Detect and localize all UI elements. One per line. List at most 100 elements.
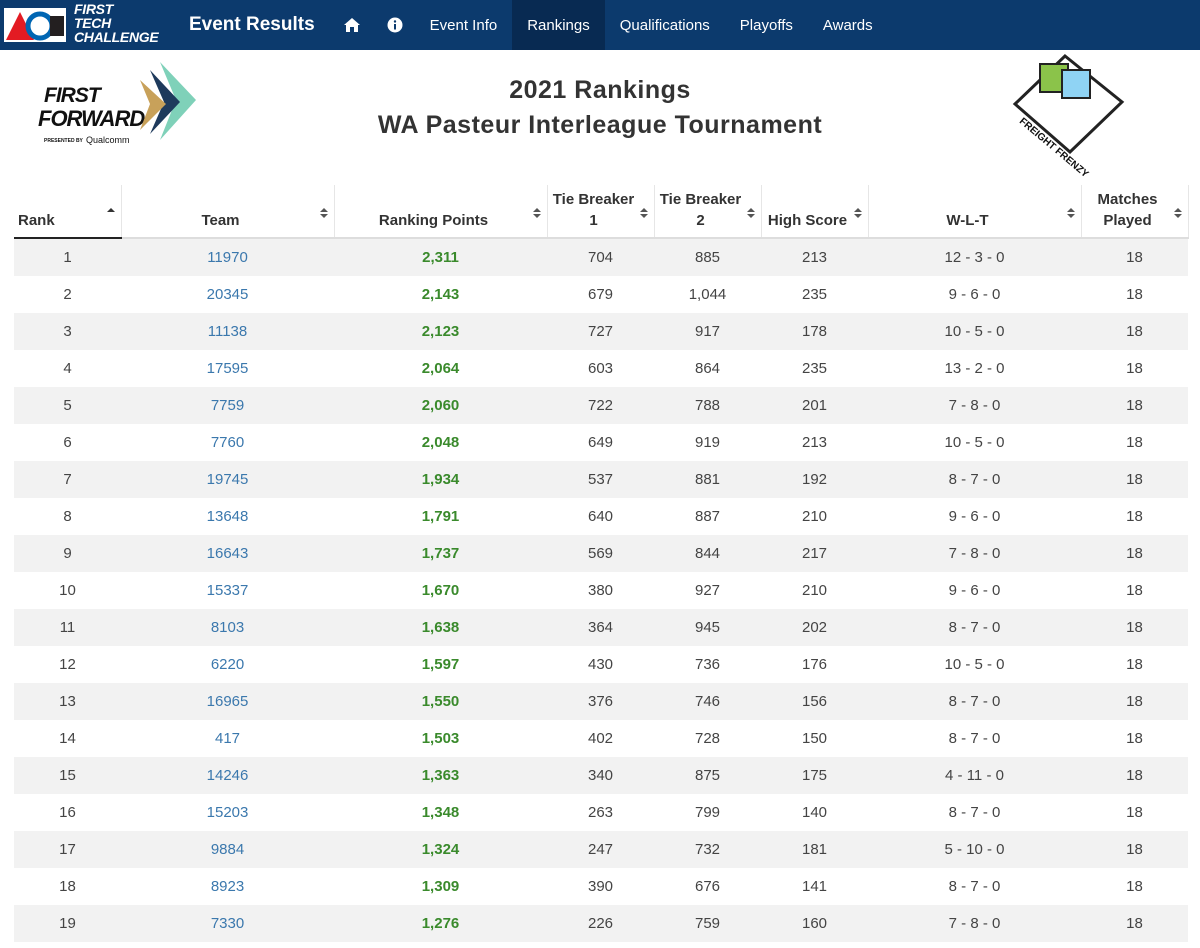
cell-tb2: 788	[694, 397, 721, 414]
cell-hs: 235	[801, 360, 828, 377]
column-header-text: High Score	[767, 212, 848, 229]
table-row: 19 7330 1,276 226 759 160 7 - 8 - 0 18	[14, 905, 1188, 942]
cell-tb2: 887	[694, 508, 721, 525]
cell-team[interactable]: 7759	[210, 397, 245, 414]
cell-wlt: 8 - 7 - 0	[948, 471, 1001, 488]
table-row: 18 8923 1,309 390 676 141 8 - 7 - 0 18	[14, 868, 1188, 905]
column-header[interactable]: Tie Breaker 2	[654, 185, 762, 239]
cell-hs: 160	[801, 915, 828, 932]
sort-up	[746, 208, 755, 212]
column-header-text: Rank	[18, 212, 55, 229]
cell-wlt: 10 - 5 - 0	[944, 323, 1005, 340]
home-glyph	[343, 18, 360, 32]
sort-up	[853, 208, 862, 212]
nav-item[interactable]: Rankings	[512, 0, 605, 50]
column-header[interactable]: Team	[121, 185, 335, 239]
column-header[interactable]: High Score	[761, 185, 869, 239]
cell-team[interactable]: 11138	[207, 323, 248, 340]
cell-team[interactable]: 15203	[206, 804, 249, 821]
cell-rank: 11	[59, 619, 76, 636]
table-row: 8 13648 1,791 640 887 210 9 - 6 - 0 18	[14, 498, 1188, 535]
cell-tb2: 1,044	[688, 286, 727, 303]
cell-rp: 2,064	[421, 360, 460, 377]
cell-team[interactable]: 11970	[207, 249, 248, 266]
cell-team[interactable]: 17595	[206, 360, 249, 377]
cell-tb1: 640	[587, 508, 614, 525]
column-header[interactable]: Tie Breaker 1	[547, 185, 655, 239]
cell-rank: 17	[59, 841, 76, 858]
column-header[interactable]: Ranking Points	[334, 185, 548, 239]
cell-team[interactable]: 9884	[210, 841, 245, 858]
cell-wlt: 8 - 7 - 0	[948, 693, 1001, 710]
table-row: 12 6220 1,597 430 736 176 10 - 5 - 0 18	[14, 646, 1188, 683]
cell-hs: 210	[801, 508, 828, 525]
sort-icon	[853, 208, 862, 218]
ftc-logo[interactable]: FIRST TECH CHALLENGE	[0, 0, 175, 50]
app-title[interactable]: Event Results	[189, 14, 315, 35]
cell-team[interactable]: 7330	[210, 915, 245, 932]
logo-line1: FIRST	[44, 84, 101, 107]
emblem-gold	[140, 80, 166, 130]
cell-team[interactable]: 7760	[210, 434, 245, 451]
cell-rank: 19	[59, 915, 76, 932]
table-row: 4 17595 2,064 603 864 235 13 - 2 - 0 18	[14, 350, 1188, 387]
home-icon[interactable]	[329, 0, 375, 50]
freight-frenzy-logo: FREIGHT FRENZY	[1010, 54, 1125, 180]
cell-rank: 16	[59, 804, 76, 821]
cell-team[interactable]: 8923	[210, 878, 245, 895]
cell-tb2: 885	[694, 249, 721, 266]
cell-wlt: 9 - 6 - 0	[948, 286, 1001, 303]
nav-item[interactable]: Qualifications	[619, 16, 710, 34]
column-header[interactable]: W-L-T	[868, 185, 1082, 239]
cell-team[interactable]: 20345	[206, 286, 249, 303]
nav-item[interactable]: Playoffs	[739, 16, 793, 34]
cell-rp: 2,060	[421, 397, 460, 414]
sort-down	[639, 214, 648, 218]
cell-team[interactable]: 6220	[210, 656, 245, 673]
table-row: 16 15203 1,348 263 799 140 8 - 7 - 0 18	[14, 794, 1188, 831]
cell-team[interactable]: 19745	[206, 471, 249, 488]
cell-hs: 235	[801, 286, 828, 303]
ftc-logo-mark	[4, 8, 66, 42]
table-row: 2 20345 2,143 679 1,044 235 9 - 6 - 0 18	[14, 276, 1188, 313]
nav-item[interactable]: Event Info	[429, 16, 498, 34]
cell-hs: 156	[801, 693, 828, 710]
logo-line: CHALLENGE	[74, 29, 159, 45]
cell-tb2: 759	[694, 915, 721, 932]
cell-team[interactable]: 13648	[206, 508, 249, 525]
cell-rp: 1,309	[421, 878, 460, 895]
cell-rank: 3	[63, 323, 72, 340]
cell-tb1: 704	[587, 249, 614, 266]
nav-item[interactable]: Awards	[822, 16, 873, 34]
table-body: 1 11970 2,311 704 885 213 12 - 3 - 0 18 2 20345 2,…	[14, 238, 1188, 942]
cell-hs: 175	[801, 767, 828, 784]
sort-up	[532, 208, 541, 212]
cell-team[interactable]: 16965	[206, 693, 249, 710]
info-icon[interactable]	[375, 0, 415, 50]
column-header[interactable]: Rank	[14, 185, 122, 239]
cell-team[interactable]: 14246	[206, 767, 249, 784]
cell-mp: 18	[1126, 360, 1143, 377]
cell-mp: 18	[1126, 582, 1143, 599]
cell-team[interactable]: 8103	[210, 619, 245, 636]
cell-tb1: 376	[587, 693, 614, 710]
sort-up	[1173, 208, 1182, 212]
sort-icon	[746, 208, 755, 218]
cell-rp: 1,791	[421, 508, 460, 525]
cell-wlt: 8 - 7 - 0	[948, 878, 1001, 895]
sort-icon	[639, 208, 648, 218]
info-dot	[393, 20, 396, 23]
sort-down	[1173, 214, 1182, 218]
cell-mp: 18	[1126, 619, 1143, 636]
column-header[interactable]: Matches Played	[1081, 185, 1189, 239]
cell-tb1: 390	[587, 878, 614, 895]
cell-rank: 10	[59, 582, 76, 599]
cell-team[interactable]: 16643	[206, 545, 249, 562]
table-row: 10 15337 1,670 380 927 210 9 - 6 - 0 18	[14, 572, 1188, 609]
cell-team[interactable]: 417	[214, 730, 241, 747]
cell-wlt: 8 - 7 - 0	[948, 730, 1001, 747]
cell-rp: 1,934	[421, 471, 460, 488]
cell-tb1: 340	[587, 767, 614, 784]
cell-team[interactable]: 15337	[206, 582, 249, 599]
cell-hs: 140	[801, 804, 828, 821]
